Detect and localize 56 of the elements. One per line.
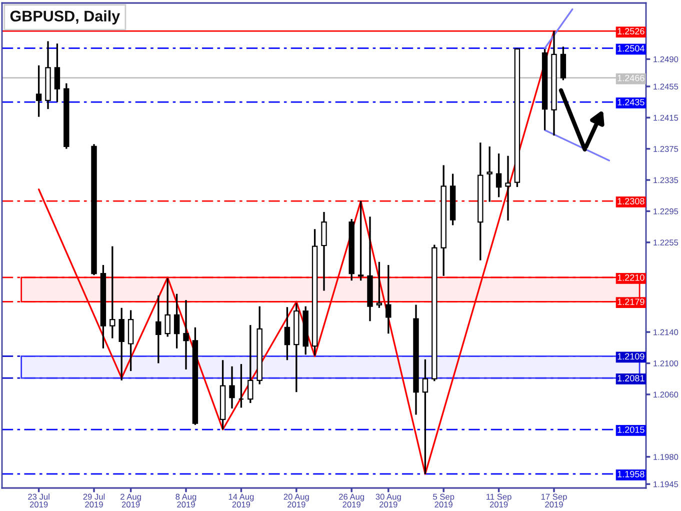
candlestick [183,299,189,370]
ref-line-label: 1.2435 [618,98,644,106]
candlestick [284,306,290,361]
y-tick-label: 1.2490 [654,56,678,62]
ref-line-label: 1.1958 [618,470,644,478]
y-tick-label: 1.2335 [654,177,678,184]
candlestick [248,324,254,404]
y-tick-label: 1.2295 [654,208,678,214]
x-tick-label: 5 Sep 2019 [433,494,454,508]
candlestick [36,64,42,118]
x-tick-label: 2 Aug 2019 [120,494,141,508]
x-tick-label: 23 Jul 2019 [28,494,50,508]
x-tick-label: 26 Aug 2019 [339,494,364,508]
candlestick [54,42,60,103]
chart-title: GBPUSD, Daily [10,10,120,25]
candlestick [156,294,162,364]
candlestick [110,245,116,340]
y-tick-label: 1.2415 [654,114,678,121]
candlestick [376,261,382,309]
x-tick-label: 14 Aug 2019 [228,494,254,508]
y-tick-label: 1.2375 [654,146,678,152]
x-tick-label: 20 Aug 2019 [284,494,309,508]
x-tick-label: 17 Sep 2019 [541,494,567,508]
y-tick-label: 1.2140 [654,329,678,336]
ref-line-label: 1.2526 [618,28,644,34]
ref-line-label: 1.2504 [618,45,644,52]
ref-line-label: 1.2466 [618,74,644,82]
candlestick [238,363,244,409]
ref-line-label: 1.2179 [618,298,644,305]
ref-line-label: 1.2210 [618,274,644,281]
candlestick [505,154,511,222]
candlestick [321,211,327,292]
ref-line-label: 1.2015 [618,426,644,433]
y-tick-label: 1.2255 [654,240,678,246]
y-tick-label: 1.2100 [654,360,678,366]
candlestick [496,152,502,198]
candlestick [174,293,180,350]
candlestick [386,264,392,334]
x-tick-label: 29 Jul 2019 [83,494,105,508]
candlestick [118,307,124,382]
candlestick [229,366,235,410]
candlestick [164,277,170,338]
x-tick-label: 11 Sep 2019 [486,494,512,508]
candlestick [358,200,364,282]
y-tick-label: 1.2455 [654,84,678,90]
x-tick-label: 30 Aug 2019 [376,494,401,508]
candlestick [486,146,492,203]
y-tick-label: 1.1945 [654,481,678,488]
y-tick-label: 1.2060 [654,392,678,398]
ref-line-label: 1.2109 [618,353,644,360]
candlestick [560,46,566,82]
x-tick-label: 8 Aug 2019 [176,494,196,508]
candlestick [422,358,428,475]
ref-line-label: 1.2308 [618,198,644,204]
y-tick-label: 1.1980 [654,454,678,460]
ref-line-label: 1.2081 [618,375,644,382]
